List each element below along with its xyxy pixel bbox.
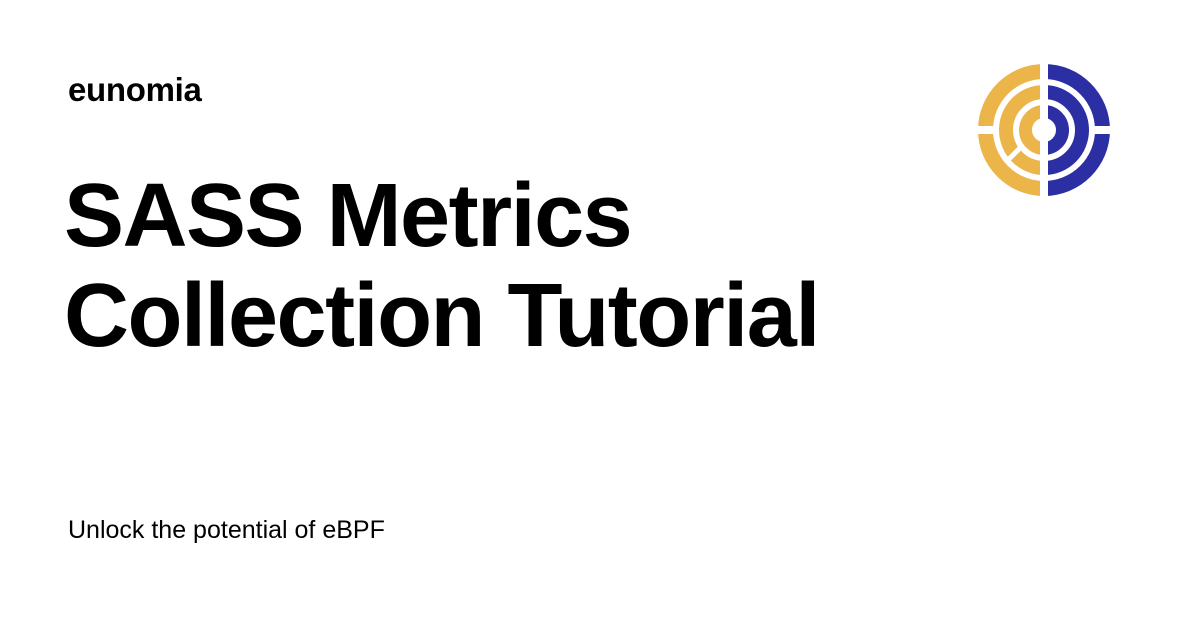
title-line-1: SASS Metrics [64,166,633,266]
page-title: SASS Metrics Collection Tutorial [64,166,924,366]
site-name: eunomia [68,71,202,108]
title-line-2: Collection Tutorial [64,266,820,366]
logo-right-half [1044,64,1110,196]
eunomia-logo-icon [976,62,1112,198]
tagline: Unlock the potential of eBPF [68,516,385,544]
logo-left-half [978,64,1044,196]
